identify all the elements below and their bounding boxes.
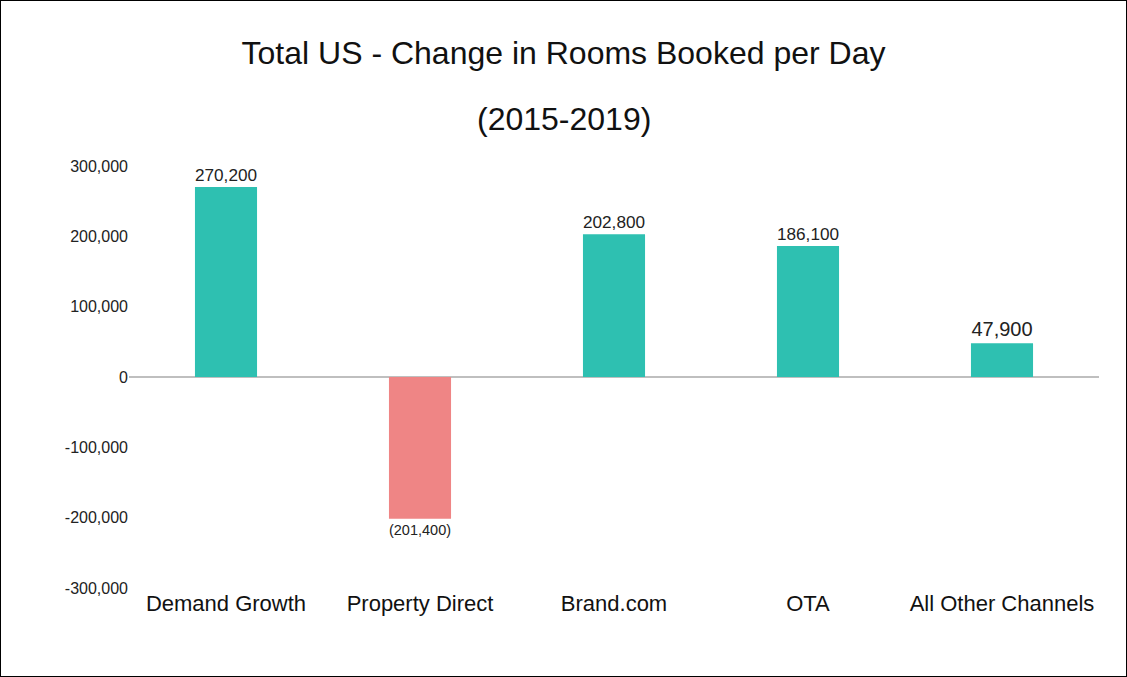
svg-text:OTA: OTA — [786, 591, 830, 616]
svg-text:Brand.com: Brand.com — [561, 591, 667, 616]
svg-text:0: 0 — [119, 369, 128, 386]
svg-text:Demand Growth: Demand Growth — [146, 591, 306, 616]
svg-text:Property Direct: Property Direct — [347, 591, 494, 616]
svg-text:(2015-2019): (2015-2019) — [477, 101, 651, 137]
svg-text:300,000: 300,000 — [70, 158, 128, 175]
svg-text:200,000: 200,000 — [70, 228, 128, 245]
svg-text:186,100: 186,100 — [777, 224, 839, 244]
svg-text:270,200: 270,200 — [195, 165, 257, 185]
svg-text:(201,400): (201,400) — [389, 522, 451, 538]
svg-text:202,800: 202,800 — [583, 212, 645, 232]
svg-text:-100,000: -100,000 — [65, 439, 128, 456]
svg-text:-200,000: -200,000 — [65, 509, 128, 526]
svg-text:-300,000: -300,000 — [65, 580, 128, 597]
svg-text:All Other Channels: All Other Channels — [910, 591, 1095, 616]
svg-text:47,900: 47,900 — [971, 318, 1032, 340]
svg-text:100,000: 100,000 — [70, 298, 128, 315]
svg-text:Total US - Change in Rooms Boo: Total US - Change in Rooms Booked per Da… — [242, 35, 886, 71]
